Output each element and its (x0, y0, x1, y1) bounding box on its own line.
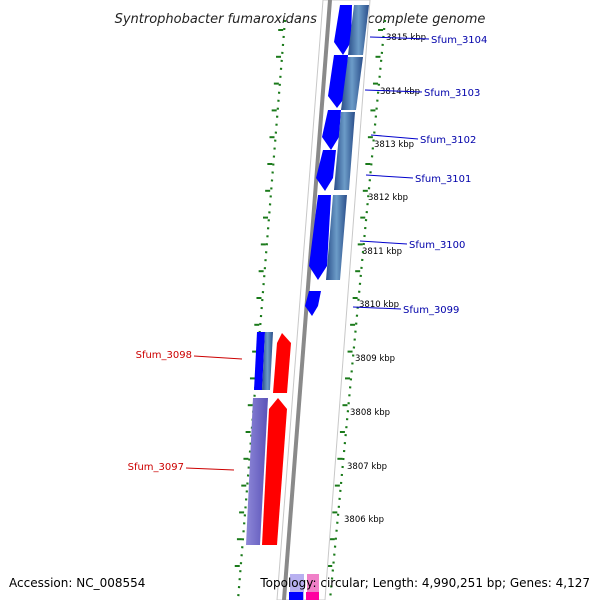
leader-line (364, 89, 423, 93)
cds-blue-track-sfum-3100 (326, 195, 347, 280)
leader-line (369, 36, 430, 40)
left-ruler-line (236, 19, 287, 600)
cds-blue-sfum-3098 (254, 332, 265, 390)
gene-label-sfum-3103: Sfum_3103 (424, 88, 480, 99)
forward-cds-track (305, 5, 369, 316)
ruler-dotted-lines (236, 19, 387, 600)
tick-label: 3812 kbp (368, 193, 408, 203)
tick-dashes (234, 29, 384, 567)
feature-magenta-block (306, 592, 319, 600)
cds-steel-sfum-3098 (262, 332, 273, 390)
cds-blue-track-sfum-3103 (341, 57, 363, 110)
forward-gene-labels: Sfum_3104 Sfum_3103 Sfum_3102 Sfum_3101 … (352, 35, 487, 316)
tick-label: 3814 kbp (380, 87, 420, 97)
cds-blue-track-sfum-3102 (334, 112, 355, 190)
gene-label-sfum-3101: Sfum_3101 (415, 174, 471, 185)
genome-summary-text: Topology: circular; Length: 4,990,251 bp… (259, 576, 590, 590)
gene-label-sfum-3102: Sfum_3102 (420, 135, 476, 146)
cds-sfum-3102 (322, 110, 341, 150)
gene-label-sfum-3097: Sfum_3097 (128, 462, 184, 473)
leader-line (359, 240, 408, 245)
tick-label: 3809 kbp (355, 354, 395, 364)
cds-sfum-3100 (309, 195, 331, 280)
cds-lavender-sfum-3097 (246, 398, 268, 545)
leader-line (352, 306, 402, 310)
leader-line (370, 134, 419, 140)
gene-label-sfum-3104: Sfum_3104 (431, 35, 487, 46)
reverse-gene-labels: Sfum_3098 Sfum_3097 (128, 350, 243, 473)
cds-sfum-3104 (334, 5, 352, 55)
cds-sfum-3103 (328, 55, 348, 108)
tick-label: 3813 kbp (374, 140, 414, 150)
leader-line (193, 355, 243, 360)
tick-label: 3808 kbp (350, 408, 390, 418)
accession-text: Accession: NC_008554 (9, 576, 145, 590)
cds-sfum-3101 (316, 150, 336, 191)
leader-line (185, 467, 235, 471)
cds-red-sfum-3098 (273, 333, 291, 393)
cds-sfum-3099 (305, 291, 321, 316)
tick-label: 3807 kbp (347, 462, 387, 472)
right-ruler-line (328, 19, 387, 600)
feature-blue-block (289, 592, 303, 600)
gene-label-sfum-3099: Sfum_3099 (403, 305, 459, 316)
gene-label-sfum-3100: Sfum_3100 (409, 240, 465, 251)
tick-label: 3810 kbp (359, 300, 399, 310)
reverse-cds-track (246, 332, 291, 545)
leader-line (365, 174, 414, 179)
cds-red-sfum-3097 (262, 398, 287, 545)
tick-label: 3806 kbp (344, 515, 384, 525)
map-title: Syntrophobacter fumaroxidans MPOB, compl… (115, 12, 486, 27)
gene-label-sfum-3098: Sfum_3098 (136, 350, 192, 361)
bottom-features (289, 574, 319, 600)
cds-blue-track-sfum-3104 (348, 5, 369, 55)
tick-label: 3811 kbp (362, 247, 402, 257)
